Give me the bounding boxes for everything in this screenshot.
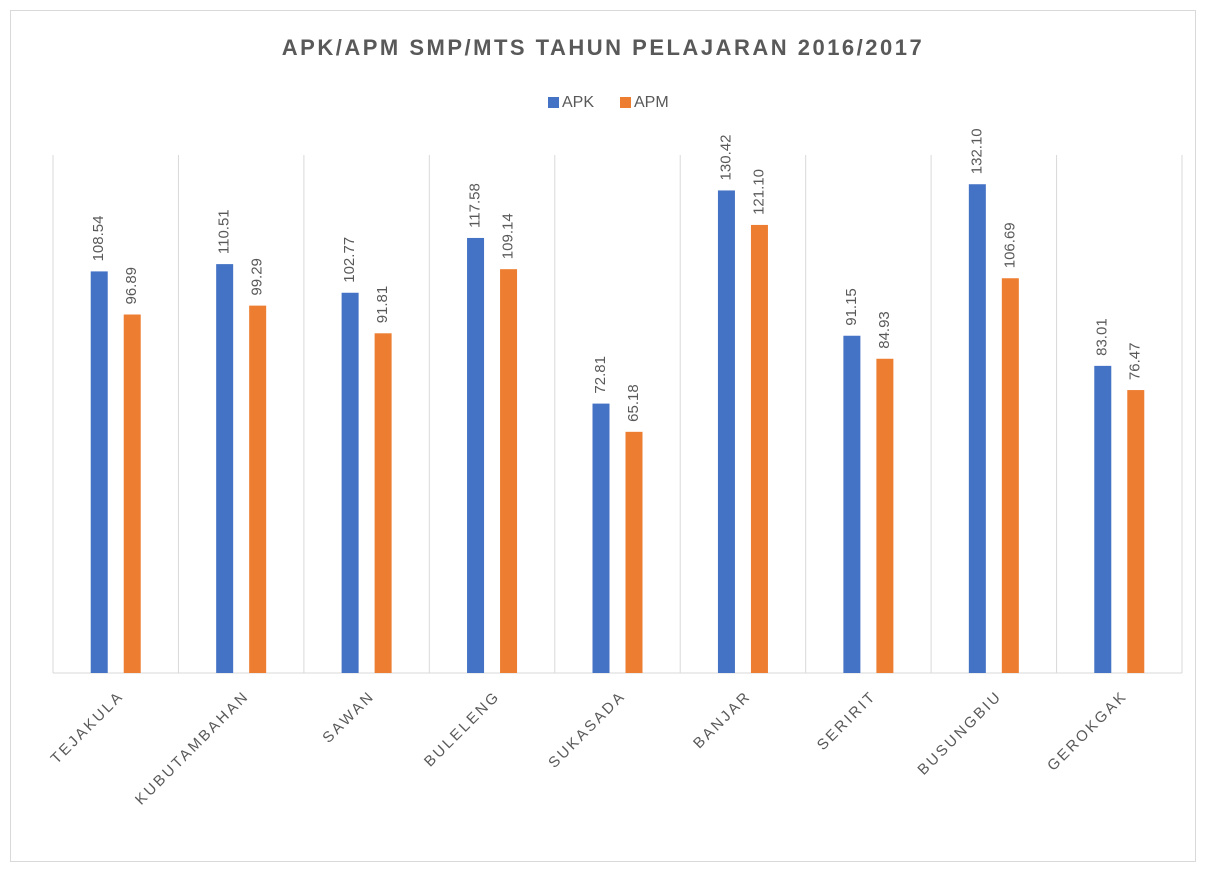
- bar: [216, 264, 234, 673]
- bar: [500, 269, 518, 673]
- bar: [1001, 278, 1019, 673]
- data-label: 106.69: [1001, 222, 1018, 268]
- data-label: 76.47: [1127, 343, 1144, 381]
- data-label: 132.10: [968, 128, 985, 174]
- bar: [968, 184, 986, 674]
- data-label: 96.89: [123, 267, 140, 305]
- data-label: 65.18: [625, 384, 642, 422]
- data-label: 84.93: [876, 311, 893, 349]
- bar: [843, 335, 861, 673]
- data-label: 91.81: [374, 286, 391, 324]
- data-label: 99.29: [249, 258, 266, 296]
- bar: [249, 305, 267, 673]
- data-label: 91.15: [843, 288, 860, 326]
- bar: [374, 333, 392, 673]
- legend-swatch: [620, 97, 631, 108]
- data-label: 130.42: [717, 135, 734, 181]
- data-label: 121.10: [750, 169, 767, 215]
- bar: [1094, 365, 1112, 673]
- data-label: 83.01: [1094, 318, 1111, 356]
- data-label: 117.58: [467, 183, 484, 228]
- bar: [123, 314, 141, 673]
- legend-swatch: [548, 97, 559, 108]
- bar: [876, 358, 894, 673]
- bar: [717, 190, 735, 674]
- bar: [750, 224, 768, 673]
- bar: [467, 237, 485, 674]
- data-label: 102.77: [341, 237, 358, 283]
- bar: [592, 403, 610, 673]
- data-label: 109.14: [500, 213, 517, 259]
- data-label: 110.51: [216, 209, 233, 254]
- bar: [625, 431, 643, 673]
- bar: [90, 271, 108, 673]
- legend-label: APM: [634, 94, 669, 111]
- bar: [341, 292, 359, 673]
- bar: [1127, 390, 1145, 673]
- data-label: 108.54: [90, 216, 107, 262]
- chart-title: APK/APM SMP/MTS TAHUN PELAJARAN 2016/201…: [282, 35, 924, 60]
- data-label: 72.81: [592, 356, 609, 394]
- legend-label: APK: [562, 94, 594, 111]
